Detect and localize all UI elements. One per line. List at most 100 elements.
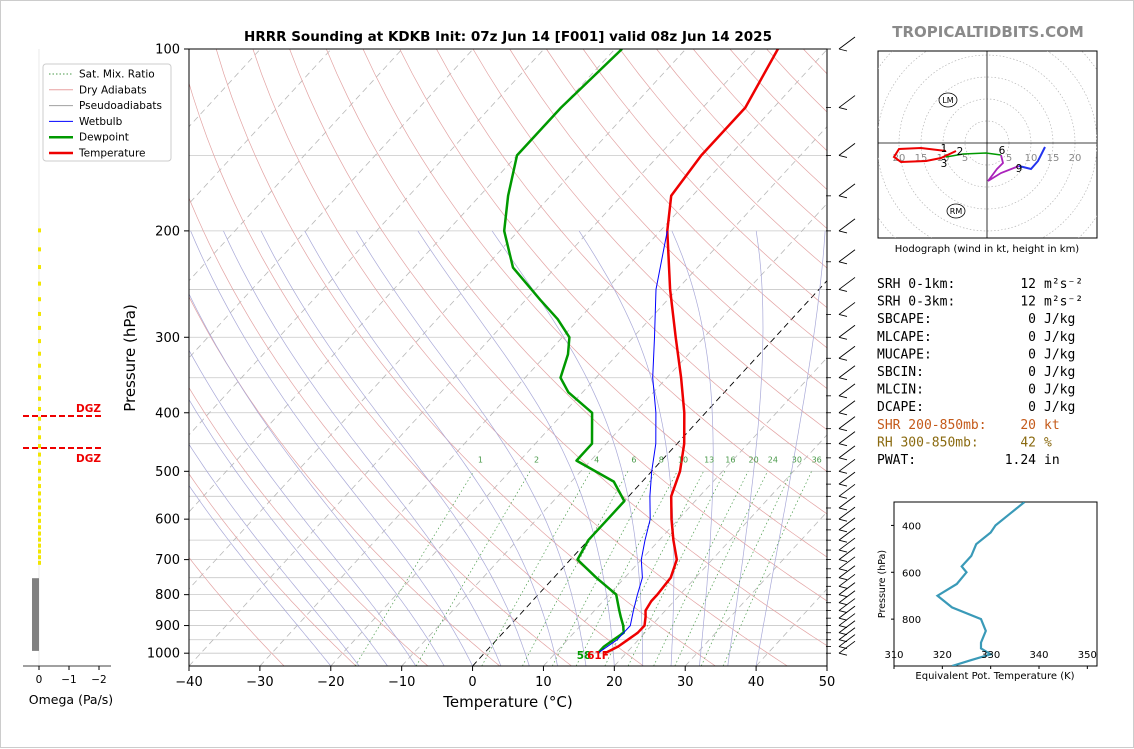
isotherm-line [1, 49, 48, 666]
x-tick-label: −10 [388, 675, 415, 690]
omega-bar [38, 477, 41, 481]
omega-bar [38, 561, 41, 565]
wind-barb [839, 472, 855, 484]
hodograph-frame [878, 51, 1097, 238]
stat-value: 12 [1020, 295, 1036, 310]
mixing-ratio-label: 10 [678, 456, 688, 465]
stat-label: SRH 0-3km: [877, 295, 955, 310]
mixing-ratio-label: 13 [704, 456, 714, 465]
omega-bar [38, 469, 41, 473]
dgz-label-bottom: DGZ [76, 453, 101, 465]
stat-label: MLCIN: [877, 383, 924, 398]
omega-bar [38, 386, 41, 390]
wind-barb-flag [839, 603, 847, 605]
wind-barb [839, 484, 855, 496]
stat-label: MLCAPE: [877, 330, 932, 345]
wind-barb-flag [839, 396, 847, 398]
pseudoadiabat-line [728, 231, 763, 666]
stat-value: 12 [1020, 277, 1036, 292]
skewt-xlabel: Temperature (°C) [442, 693, 572, 711]
omega-bar [38, 247, 41, 251]
mixing-ratio-label: 6 [631, 456, 636, 465]
stat-label: DCAPE: [877, 400, 924, 415]
mixing-ratio-label: 8 [659, 456, 664, 465]
x-tick-label: 0 [468, 675, 476, 690]
wind-barb-flag [839, 155, 847, 157]
stat-label: SHR 200-850mb: [877, 418, 987, 433]
wind-barb [839, 548, 855, 560]
wind-barb-flag [839, 262, 847, 264]
pseudoadiabat-line [111, 231, 388, 666]
thetae-x-tick-label: 330 [981, 650, 1000, 661]
wind-barb-flag [839, 586, 847, 588]
hodograph-height-label: 1 [941, 143, 948, 155]
mixing-ratio-label: 20 [749, 456, 759, 465]
thetae-y-tick-label: 800 [902, 615, 921, 626]
wind-barb-flag [839, 653, 847, 655]
mixing-ratio-line [416, 471, 530, 666]
wind-barb-flag [839, 314, 847, 316]
mixing-ratio-label: 30 [792, 456, 802, 465]
mixing-ratio-line [628, 471, 725, 666]
wind-barb-flag [839, 413, 847, 415]
wind-barb [839, 432, 855, 444]
omega-tick-label: −1 [61, 674, 76, 686]
legend-label: Dewpoint [79, 132, 129, 144]
omega-bar [38, 484, 41, 488]
surface-temp-label: 61F [587, 650, 609, 662]
omega-bar [38, 519, 41, 523]
stat-label: SRH 0-1km: [877, 277, 955, 292]
stat-label: SBCIN: [877, 365, 924, 380]
omega-bar [38, 453, 41, 457]
series-temperature [605, 49, 778, 653]
stat-unit: J/kg [1044, 383, 1075, 398]
wind-barb-flag [839, 611, 847, 613]
isotherm-line [260, 49, 828, 666]
dry-adiabat-line [290, 49, 860, 666]
x-tick-label: 50 [819, 675, 836, 690]
y-tick-label: 100 [155, 43, 180, 58]
x-tick-label: 30 [677, 675, 694, 690]
pseudoadiabat-line [191, 231, 473, 666]
wind-barb-flag [839, 289, 847, 291]
x-tick-label: 40 [748, 675, 765, 690]
stat-unit: in [1044, 453, 1060, 468]
pseudoadiabat-line [418, 231, 614, 666]
omega-bar [38, 491, 41, 495]
mixing-ratio-line [576, 471, 677, 666]
brand-logo-text: TROPICALTIDBITS.COM [892, 23, 1084, 41]
pseudoadiabat-line [161, 231, 444, 666]
wind-barb-flag [839, 484, 847, 486]
hodograph-height-label: 9 [1016, 163, 1023, 175]
wind-barb-flag [839, 550, 847, 552]
omega-bar [38, 532, 41, 536]
stat-value: 0 [1028, 400, 1036, 415]
wind-barb-flag [839, 49, 847, 51]
thetae-x-tick-label: 310 [884, 650, 903, 661]
wind-barb [839, 401, 855, 413]
x-tick-label: 20 [606, 675, 623, 690]
wind-barb [839, 606, 855, 618]
omega-tick-label: −2 [91, 674, 106, 686]
stat-value: 0 [1028, 347, 1036, 362]
wind-barb-flag [839, 378, 847, 380]
thetae-y-tick-label: 400 [902, 521, 921, 532]
stat-label: SBCAPE: [877, 312, 932, 327]
wind-barb [839, 325, 855, 337]
wind-barb [839, 417, 855, 429]
stat-unit: J/kg [1044, 312, 1075, 327]
omega-bar [38, 435, 41, 439]
skewt-series [504, 49, 778, 653]
legend-label: Dry Adiabats [79, 84, 147, 96]
omega-bar [38, 228, 41, 232]
stat-unit: % [1044, 435, 1052, 450]
wind-barb-flag [839, 530, 847, 532]
thetae-xlabel: Equivalent Pot. Temperature (K) [915, 671, 1074, 682]
stat-unit: J/kg [1044, 365, 1075, 380]
wind-barb-flag [839, 578, 847, 580]
wind-barb [839, 366, 855, 378]
stat-unit: J/kg [1044, 347, 1075, 362]
wind-barb-flag [839, 540, 847, 542]
omega-bar [38, 549, 41, 553]
